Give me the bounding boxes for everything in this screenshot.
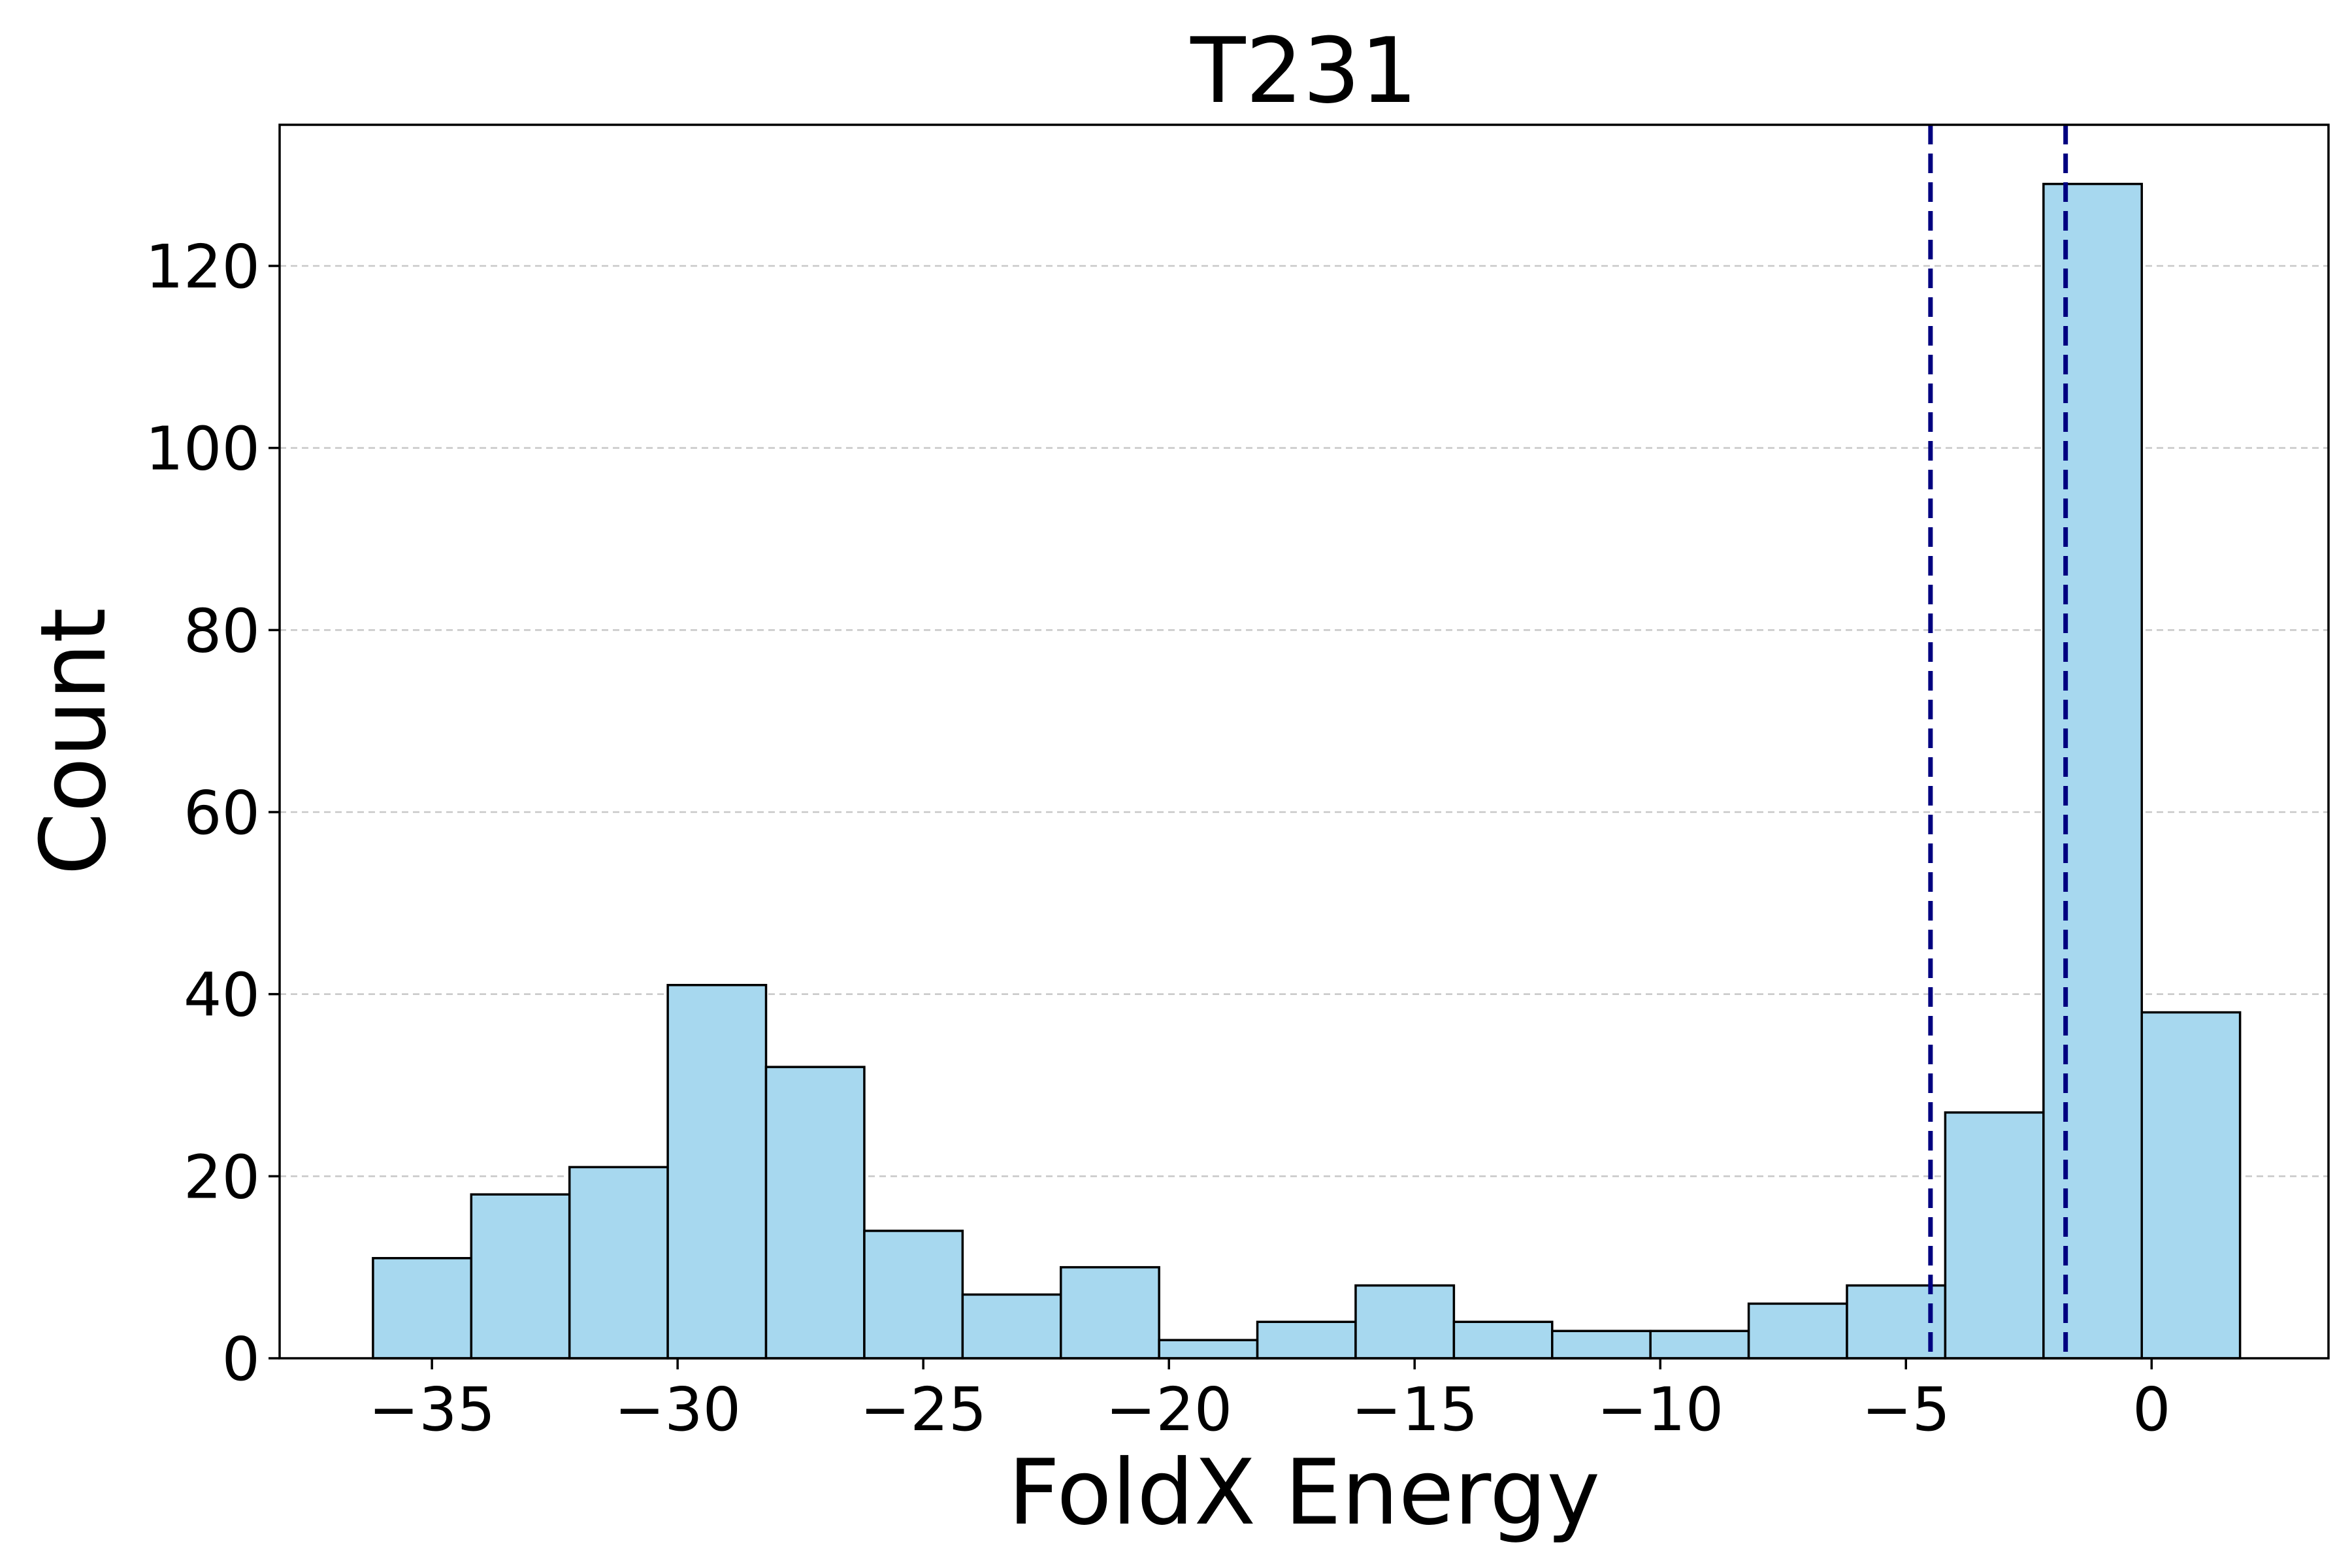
histogram-bar-16 — [1944, 1111, 2045, 1360]
y-axis-ticks: 0 20 40 60 80 100 120 — [145, 232, 280, 1394]
histogram-bar-14 — [1747, 1302, 1848, 1360]
histogram-bar-5 — [863, 1230, 964, 1360]
x-tick-label-2: −25 — [860, 1375, 987, 1445]
histogram-bar-10 — [1354, 1284, 1456, 1360]
histogram-bar-7 — [1059, 1266, 1160, 1360]
x-axis-ticks: −35 −30 −25 −20 −15 −10 −5 0 — [368, 1358, 2171, 1445]
histogram-bar-8 — [1158, 1339, 1259, 1360]
x-tick-label-5: −10 — [1597, 1375, 1723, 1445]
histogram-bar-0 — [372, 1256, 473, 1360]
histogram-bar-18 — [2140, 1011, 2242, 1360]
histogram-bar-4 — [764, 1066, 866, 1360]
y-tick-label-4: 80 — [184, 596, 260, 666]
histogram-bar-1 — [470, 1193, 571, 1360]
chart-title: T231 — [1190, 18, 1418, 123]
histogram-bar-11 — [1452, 1320, 1554, 1360]
y-tick-label-0: 0 — [221, 1324, 260, 1394]
x-tick-label-0: −35 — [368, 1375, 495, 1445]
histogram-bar-9 — [1256, 1320, 1357, 1360]
x-tick-label-1: −30 — [614, 1375, 741, 1445]
x-axis-label: FoldX Energy — [1008, 1440, 1600, 1545]
reference-lines — [1928, 125, 2068, 1358]
plot-frame — [278, 123, 2330, 1360]
y-tick-label-3: 60 — [184, 778, 260, 848]
x-tick-label-6: −5 — [1861, 1375, 1950, 1445]
histogram-bar-13 — [1649, 1330, 1750, 1360]
grid-lines — [280, 265, 2328, 1177]
x-tick-label-3: −20 — [1105, 1375, 1232, 1445]
histogram-bar-17 — [2042, 182, 2143, 1360]
y-tick-label-6: 120 — [145, 232, 260, 302]
x-tick-label-4: −15 — [1351, 1375, 1478, 1445]
y-tick-label-2: 40 — [184, 960, 260, 1030]
y-axis-label: Count — [21, 608, 126, 875]
histogram-bar-6 — [961, 1293, 1062, 1360]
histogram-bar-2 — [568, 1166, 669, 1360]
histogram-bar-3 — [666, 983, 768, 1360]
histogram-bar-12 — [1551, 1330, 1652, 1360]
histogram-bars — [372, 182, 2242, 1360]
y-tick-label-1: 20 — [184, 1142, 260, 1212]
x-tick-label-7: 0 — [2132, 1375, 2171, 1445]
y-tick-label-5: 100 — [145, 414, 260, 484]
